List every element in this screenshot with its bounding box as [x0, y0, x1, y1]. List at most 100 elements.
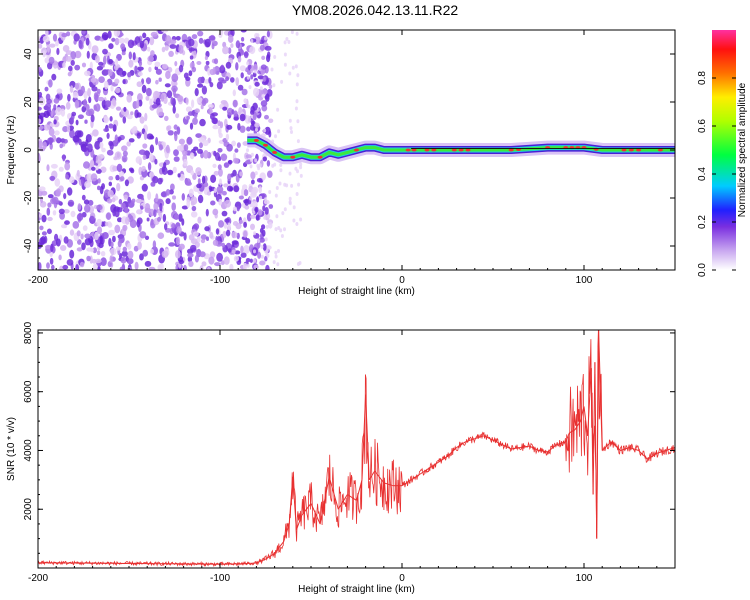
noise-speck [185, 76, 191, 82]
noise-speck [224, 218, 230, 223]
noise-speck [233, 255, 239, 262]
noise-speck [168, 189, 174, 195]
noise-speck [242, 141, 249, 146]
noise-speck [253, 63, 258, 72]
snr-plot [38, 330, 675, 568]
noise-speck [110, 241, 114, 248]
snr-data-segment [647, 452, 658, 460]
noise-speck [266, 54, 271, 63]
noise-speck [41, 231, 47, 236]
noise-speck [74, 99, 80, 109]
noise-speck [243, 189, 249, 197]
noise-speck [39, 213, 43, 219]
noise-speck [149, 153, 154, 162]
noise-speck [84, 204, 91, 213]
ridge-peak [431, 148, 437, 152]
snr-data-segment [620, 447, 630, 451]
noise-speck [227, 248, 232, 253]
noise-speck [165, 198, 171, 205]
faint-speck [258, 163, 262, 168]
noise-speck [217, 164, 222, 170]
noise-speck [106, 149, 114, 156]
faint-speck [246, 75, 250, 80]
noise-speck [121, 51, 126, 56]
noise-speck [92, 263, 98, 270]
noise-speck [135, 156, 142, 164]
noise-speck [136, 209, 141, 215]
noise-speck [257, 251, 262, 259]
noise-speck [90, 77, 97, 83]
faint-speck [265, 252, 269, 257]
faint-speck [257, 239, 261, 243]
noise-speck [122, 246, 128, 252]
noise-speck [97, 266, 101, 270]
noise-speck [136, 81, 143, 88]
noise-speck [42, 141, 47, 150]
faint-speck [292, 205, 296, 210]
noise-speck [145, 95, 150, 101]
noise-speck [74, 83, 80, 90]
noise-speck [197, 148, 203, 154]
noise-speck [249, 258, 253, 263]
noise-speck [117, 217, 123, 223]
noise-speck [216, 185, 224, 194]
noise-speck [171, 223, 176, 229]
noise-speck [165, 35, 172, 45]
noise-speck [221, 190, 227, 196]
noise-speck [92, 154, 97, 163]
noise-speck [94, 140, 101, 150]
noise-speck [256, 178, 263, 183]
noise-speck [49, 175, 56, 181]
noise-speck [39, 112, 47, 118]
noise-speck [155, 79, 159, 85]
noise-speck [171, 73, 179, 83]
noise-speck [188, 47, 196, 52]
noise-speck [226, 124, 233, 130]
colorbar-tick-label: 0.4 [697, 167, 708, 181]
faint-speck [256, 163, 260, 168]
noise-speck [250, 171, 256, 180]
noise-speck [127, 242, 132, 250]
noise-speck [113, 30, 121, 37]
noise-speck [66, 124, 71, 133]
noise-speck [231, 249, 236, 254]
noise-speck [244, 115, 251, 124]
noise-speck [189, 152, 195, 160]
noise-speck [114, 134, 119, 143]
snr-data-segment [501, 444, 512, 450]
faint-speck [295, 192, 299, 196]
noise-speck [130, 127, 138, 134]
faint-speck [274, 193, 278, 198]
noise-speck [254, 36, 261, 45]
noise-speck [114, 87, 121, 94]
noise-speck [148, 266, 156, 270]
noise-speck [178, 64, 184, 73]
noise-speck [114, 224, 121, 234]
noise-speck [72, 91, 79, 99]
noise-speck [39, 225, 44, 231]
noise-speck [97, 137, 103, 143]
noise-speck [94, 258, 102, 264]
faint-speck [288, 171, 292, 176]
noise-speck [210, 174, 217, 183]
noise-speck [101, 147, 106, 153]
noise-speck [115, 58, 119, 67]
snr-data-segment [629, 447, 639, 451]
noise-speck [114, 37, 120, 46]
faint-speck [278, 181, 282, 186]
noise-speck [217, 148, 223, 153]
noise-speck [236, 205, 240, 212]
noise-speck [155, 137, 159, 146]
noise-speck [218, 132, 223, 139]
faint-speck [295, 31, 299, 36]
snr-data-segment [565, 432, 570, 442]
noise-speck [181, 218, 185, 226]
noise-speck [137, 66, 144, 71]
noise-speck [122, 79, 126, 85]
faint-speck [272, 260, 276, 265]
noise-speck [115, 174, 120, 181]
noise-speck [104, 221, 109, 227]
noise-speck [139, 40, 144, 49]
noise-speck [185, 106, 193, 113]
faint-speck [279, 228, 283, 233]
